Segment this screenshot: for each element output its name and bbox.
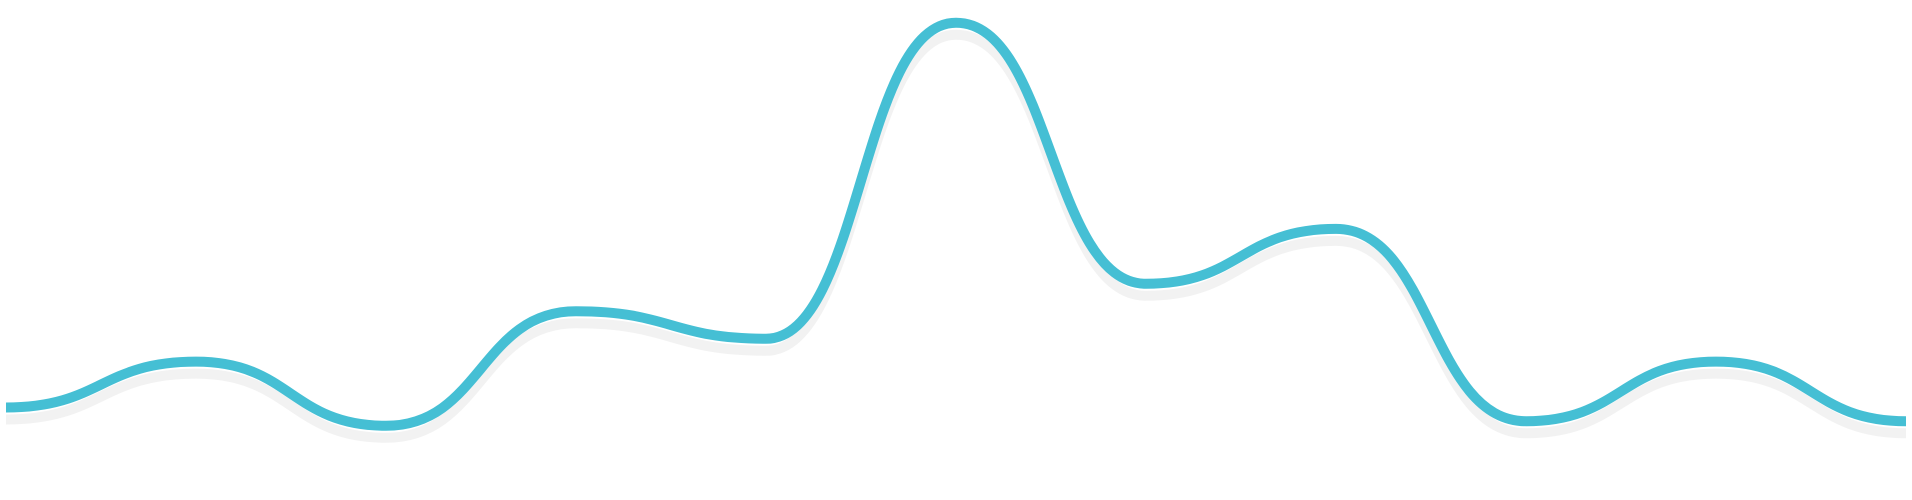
series-0-point-10: [1901, 416, 1911, 426]
series-0-shadow: [5, 29, 1907, 443]
series-0-point-4: [761, 334, 771, 344]
series-0-line: [5, 17, 1907, 431]
series-0-point-8: [1521, 416, 1531, 426]
series-layer: [1, 17, 1911, 431]
series-0-point-3: [571, 306, 581, 316]
series-0-point-5: [951, 18, 961, 28]
series-0-point-1: [191, 357, 201, 367]
series-0-point-7: [1331, 224, 1341, 234]
series-0-point-6: [1141, 279, 1151, 289]
series-0-point-0: [1, 402, 11, 412]
series-0-point-9: [1711, 357, 1721, 367]
series-0-point-2: [381, 421, 391, 431]
line-shadow-layer: [5, 29, 1907, 443]
